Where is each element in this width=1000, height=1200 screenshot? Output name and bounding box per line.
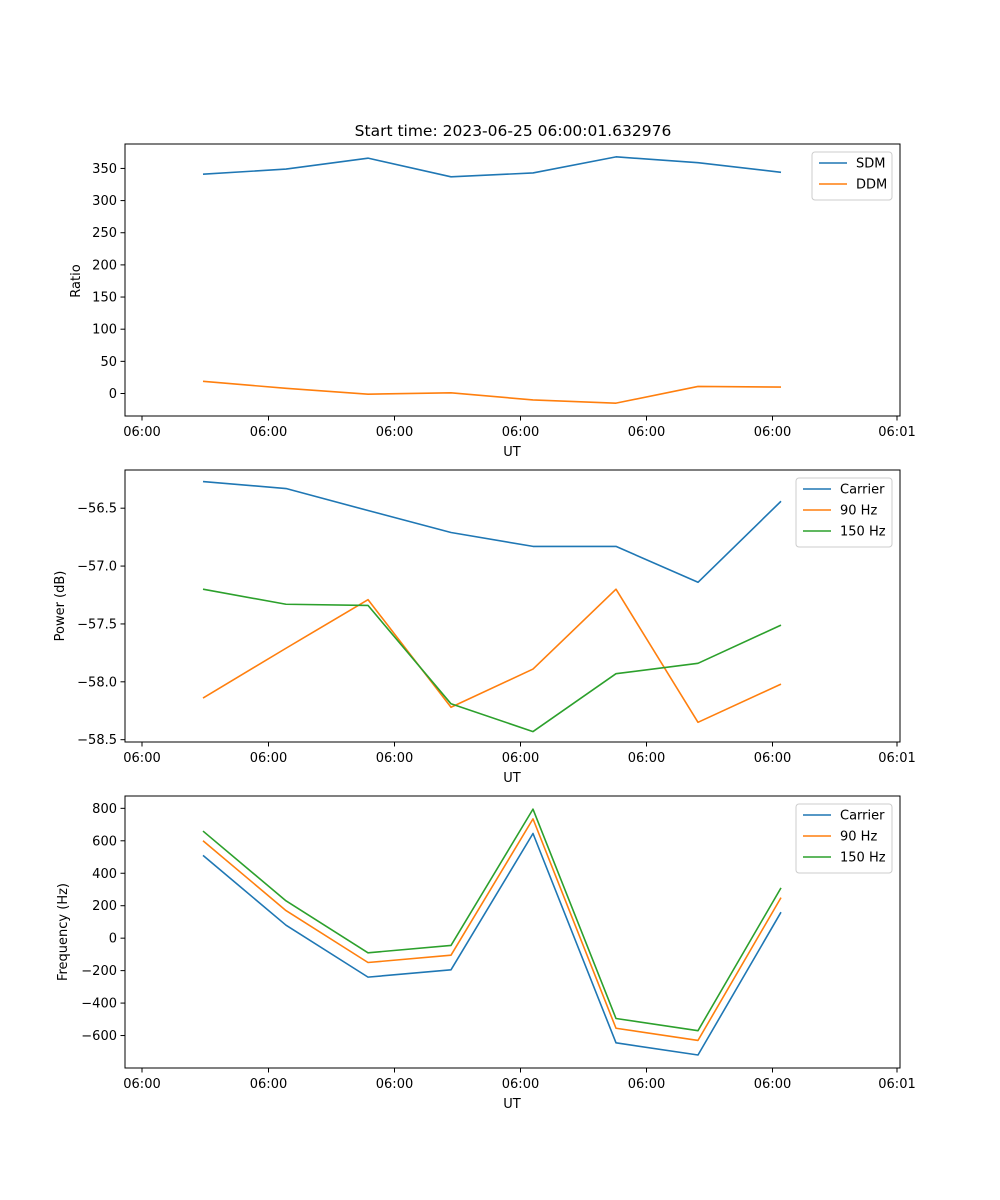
y-tick-label: 800: [92, 802, 117, 817]
x-tick-label: 06:00: [628, 1077, 665, 1092]
plot-frame: [124, 795, 901, 1069]
x-tick-label: 06:00: [502, 751, 539, 766]
legend-entry: 150 Hz: [840, 851, 886, 866]
x-tick-label: 06:00: [754, 1077, 791, 1092]
legend-entry: 90 Hz: [840, 830, 877, 845]
x-tick-label: 06:01: [878, 425, 915, 440]
legend-box: [795, 477, 893, 548]
x-tick-label: 06:00: [628, 751, 665, 766]
x-tick-label: 06:00: [376, 751, 413, 766]
y-tick-label: 300: [92, 194, 117, 209]
legend-entry: 150 Hz: [840, 525, 886, 540]
y-tick-label: 350: [92, 162, 117, 177]
x-tick-label: 06:00: [502, 425, 539, 440]
legend-entry: Carrier: [840, 809, 885, 824]
x-tick-label: 06:00: [123, 751, 160, 766]
series-line-sdm: [202, 156, 782, 178]
legend-box: [811, 151, 893, 201]
x-tick-label: 06:00: [250, 425, 287, 440]
y-tick-label: −57.5: [77, 617, 117, 632]
y-tick-label: 600: [92, 834, 117, 849]
y-tick-label: 250: [92, 226, 117, 241]
x-tick-label: 06:00: [628, 425, 665, 440]
y-axis-label: Power (dB): [53, 571, 68, 642]
y-tick-label: 200: [92, 258, 117, 273]
x-tick-label: 06:00: [502, 1077, 539, 1092]
x-tick-label: 06:01: [878, 751, 915, 766]
y-tick-label: −600: [81, 1029, 117, 1044]
x-axis-label: UT: [503, 1097, 521, 1112]
legend: Carrier 90 Hz 150 Hz: [795, 803, 893, 874]
y-tick-label: −57.0: [77, 560, 117, 575]
frequency-chart: UT Frequency (Hz) 06:00 06:00 06:00 06:00 06…: [56, 795, 916, 1112]
x-axis-label: UT: [503, 771, 521, 786]
legend-box: [795, 803, 893, 874]
legend-entry: Carrier: [840, 483, 885, 498]
y-tick-label: 100: [92, 323, 117, 338]
y-tick-label: −200: [81, 964, 117, 979]
legend-entry: 90 Hz: [840, 504, 877, 519]
legend-entry: SDM: [856, 157, 885, 172]
x-axis-label: UT: [503, 445, 521, 460]
plot-frame: [124, 469, 901, 743]
x-tick-label: 06:00: [376, 1077, 413, 1092]
y-axis-label: Ratio: [69, 264, 84, 297]
chart-title: Start time: 2023-06-25 06:00:01.632976: [355, 122, 672, 140]
y-tick-label: −58.0: [77, 675, 117, 690]
legend: SDM DDM: [811, 151, 893, 201]
series-line-carrier: [202, 480, 782, 584]
series-line-150-hz: [202, 808, 782, 1032]
x-tick-label: 06:00: [250, 1077, 287, 1092]
series-line-150-hz: [202, 588, 782, 733]
y-tick-label: 50: [100, 355, 117, 370]
y-tick-label: 0: [109, 387, 117, 402]
series-line-90-hz: [202, 588, 782, 724]
y-axis-label: Frequency (Hz): [56, 883, 71, 981]
ratio-chart: Start time: 2023-06-25 06:00:01.632976 U…: [69, 122, 916, 460]
x-tick-label: 06:00: [123, 425, 160, 440]
y-tick-label: −56.5: [77, 502, 117, 517]
series-line-carrier: [202, 832, 782, 1056]
series-line-ddm: [202, 380, 782, 404]
x-tick-label: 06:00: [754, 425, 791, 440]
y-tick-label: 200: [92, 899, 117, 914]
y-tick-label: −400: [81, 997, 117, 1012]
x-tick-label: 06:00: [376, 425, 413, 440]
x-tick-label: 06:00: [123, 1077, 160, 1092]
x-tick-label: 06:01: [878, 1077, 915, 1092]
x-tick-label: 06:00: [754, 751, 791, 766]
legend: Carrier 90 Hz 150 Hz: [795, 477, 893, 548]
y-tick-label: 0: [109, 932, 117, 947]
y-tick-label: −58.5: [77, 733, 117, 748]
series-line-90-hz: [202, 818, 782, 1042]
legend-entry: DDM: [856, 178, 887, 193]
power-chart: UT Power (dB) 06:00 06:00 06:00 06:00 06:00 0…: [53, 469, 916, 786]
y-tick-label: 150: [92, 291, 117, 306]
x-tick-label: 06:00: [250, 751, 287, 766]
y-tick-label: 400: [92, 867, 117, 882]
plot-frame: [124, 143, 901, 417]
